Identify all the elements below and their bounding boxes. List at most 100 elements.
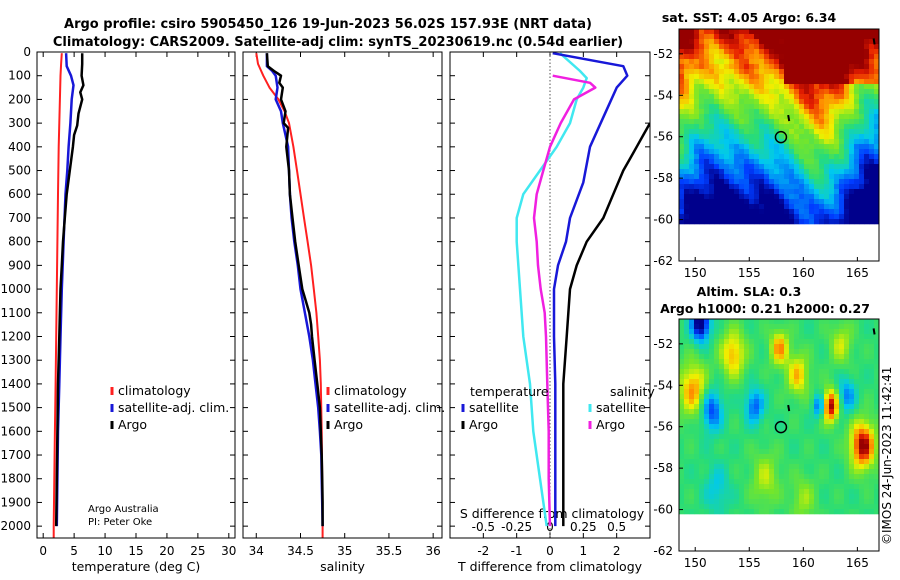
heatmap-cell xyxy=(759,29,765,35)
heatmap-cell xyxy=(794,94,800,100)
heatmap-cell xyxy=(874,44,880,50)
heatmap-cell xyxy=(864,339,870,345)
heatmap-cell xyxy=(754,404,760,410)
heatmap-cell xyxy=(749,154,755,160)
heatmap-cell xyxy=(719,149,725,155)
heatmap-cell xyxy=(859,94,865,100)
heatmap-cell xyxy=(744,174,750,180)
heatmap-cell xyxy=(724,219,730,225)
heatmap-cell xyxy=(779,219,785,225)
heatmap-cell xyxy=(829,149,835,155)
heatmap-cell xyxy=(819,464,825,470)
heatmap-cell xyxy=(804,384,810,390)
heatmap-cell xyxy=(874,444,880,450)
heatmap-cell xyxy=(744,94,750,100)
heatmap-cell xyxy=(699,139,705,145)
heatmap-cell xyxy=(714,154,720,160)
heatmap-cell xyxy=(759,44,765,50)
heatmap-cell xyxy=(804,219,810,225)
heatmap-cell xyxy=(759,439,765,445)
heatmap-cell xyxy=(849,504,855,510)
heatmap-cell xyxy=(759,474,765,480)
heatmap-cell xyxy=(789,414,795,420)
heatmap-cell xyxy=(699,344,705,350)
heatmap-cell xyxy=(704,349,710,355)
heatmap-cell xyxy=(774,184,780,190)
heatmap-cell xyxy=(784,54,790,60)
heatmap-cell xyxy=(709,199,715,205)
heatmap-cell xyxy=(799,484,805,490)
heatmap-cell xyxy=(714,134,720,140)
heatmap-cell xyxy=(754,154,760,160)
heatmap-cell xyxy=(719,164,725,170)
heatmap-cell xyxy=(784,339,790,345)
y-tick-label: 200 xyxy=(8,92,31,106)
heatmap-cell xyxy=(809,204,815,210)
heatmap-cell xyxy=(819,424,825,430)
heatmap-cell xyxy=(854,134,860,140)
heatmap-cell xyxy=(789,44,795,50)
heatmap-cell xyxy=(699,44,705,50)
heatmap-cell xyxy=(729,204,735,210)
heatmap-cell xyxy=(684,184,690,190)
heatmap-cell xyxy=(794,394,800,400)
heatmap-cell xyxy=(799,354,805,360)
heatmap-cell xyxy=(869,364,875,370)
heatmap-cell xyxy=(854,94,860,100)
heatmap-cell xyxy=(859,204,865,210)
heatmap-cell xyxy=(709,214,715,220)
heatmap-cell xyxy=(829,504,835,510)
heatmap-cell xyxy=(809,79,815,85)
heatmap-cell xyxy=(764,494,770,500)
heatmap-cell xyxy=(749,509,755,515)
heatmap-cell xyxy=(834,34,840,40)
heatmap-cell xyxy=(849,184,855,190)
heatmap-cell xyxy=(729,199,735,205)
heatmap-cell xyxy=(684,319,690,325)
heatmap-cell xyxy=(784,164,790,170)
heatmap-cell xyxy=(799,189,805,195)
heatmap-cell xyxy=(854,429,860,435)
heatmap-cell xyxy=(714,424,720,430)
heatmap-cell xyxy=(744,479,750,485)
heatmap-cell xyxy=(774,494,780,500)
heatmap-cell xyxy=(824,384,830,390)
heatmap-cell xyxy=(794,214,800,220)
heatmap-cell xyxy=(724,54,730,60)
heatmap-cell xyxy=(679,319,685,325)
heatmap-cell xyxy=(689,174,695,180)
heatmap-cell xyxy=(839,59,845,65)
heatmap-cell xyxy=(789,394,795,400)
heatmap-cell xyxy=(769,74,775,80)
heatmap-cell xyxy=(829,29,835,35)
heatmap-cell xyxy=(744,319,750,325)
heatmap-cell xyxy=(714,124,720,130)
heatmap-cell xyxy=(709,99,715,105)
heatmap-cell xyxy=(699,349,705,355)
heatmap-cell xyxy=(779,379,785,385)
heatmap-cell xyxy=(844,444,850,450)
heatmap-cell xyxy=(739,339,745,345)
heatmap-cell xyxy=(824,414,830,420)
heatmap-cell xyxy=(789,199,795,205)
heatmap-cell xyxy=(704,144,710,150)
heatmap-cell xyxy=(749,354,755,360)
heatmap-cell xyxy=(774,334,780,340)
heatmap-cell xyxy=(834,204,840,210)
heatmap-cell xyxy=(739,154,745,160)
heatmap-cell xyxy=(769,319,775,325)
heatmap-cell xyxy=(749,64,755,70)
heatmap-cell xyxy=(849,429,855,435)
heatmap-cell xyxy=(839,449,845,455)
heatmap-cell xyxy=(839,209,845,215)
heatmap-cell xyxy=(684,69,690,75)
heatmap-cell xyxy=(864,214,870,220)
heatmap-cell xyxy=(814,89,820,95)
heatmap-cell xyxy=(699,334,705,340)
heatmap-cell xyxy=(814,474,820,480)
heatmap-cell xyxy=(869,89,875,95)
heatmap-cell xyxy=(764,319,770,325)
heatmap-cell xyxy=(869,64,875,70)
heatmap-cell xyxy=(849,434,855,440)
heatmap-cell xyxy=(764,194,770,200)
